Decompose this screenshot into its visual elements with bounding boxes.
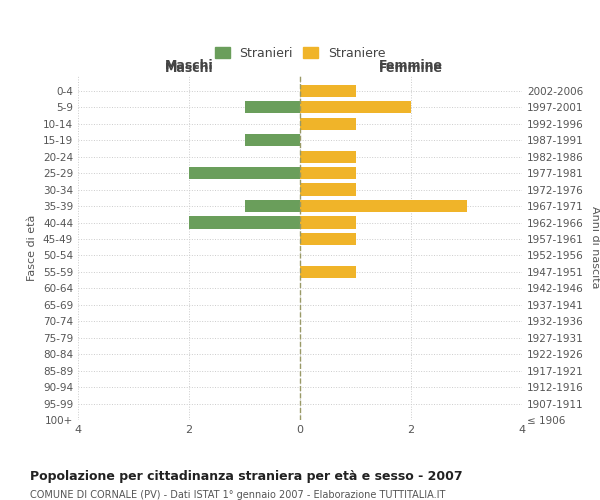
Text: Maschi: Maschi	[164, 62, 214, 75]
Text: Popolazione per cittadinanza straniera per età e sesso - 2007: Popolazione per cittadinanza straniera p…	[30, 470, 463, 483]
Bar	[300, 266, 355, 278]
Bar	[189, 167, 300, 179]
Text: Femmine: Femmine	[379, 58, 443, 71]
Bar	[300, 233, 355, 245]
Bar	[300, 184, 355, 196]
Bar	[300, 216, 355, 228]
Legend: Stranieri, Straniere: Stranieri, Straniere	[215, 46, 386, 60]
Text: COMUNE DI CORNALE (PV) - Dati ISTAT 1° gennaio 2007 - Elaborazione TUTTITALIA.IT: COMUNE DI CORNALE (PV) - Dati ISTAT 1° g…	[30, 490, 445, 500]
Bar	[189, 216, 300, 228]
Y-axis label: Fasce di età: Fasce di età	[28, 214, 37, 280]
Bar	[300, 200, 467, 212]
Text: Femmine: Femmine	[379, 62, 443, 75]
Bar	[300, 150, 355, 163]
Bar	[300, 101, 411, 114]
Bar	[245, 200, 300, 212]
Bar	[245, 101, 300, 114]
Bar	[300, 118, 355, 130]
Bar	[300, 167, 355, 179]
Bar	[300, 84, 355, 97]
Y-axis label: Anni di nascita: Anni di nascita	[590, 206, 600, 289]
Bar	[245, 134, 300, 146]
Text: Maschi: Maschi	[164, 58, 214, 71]
